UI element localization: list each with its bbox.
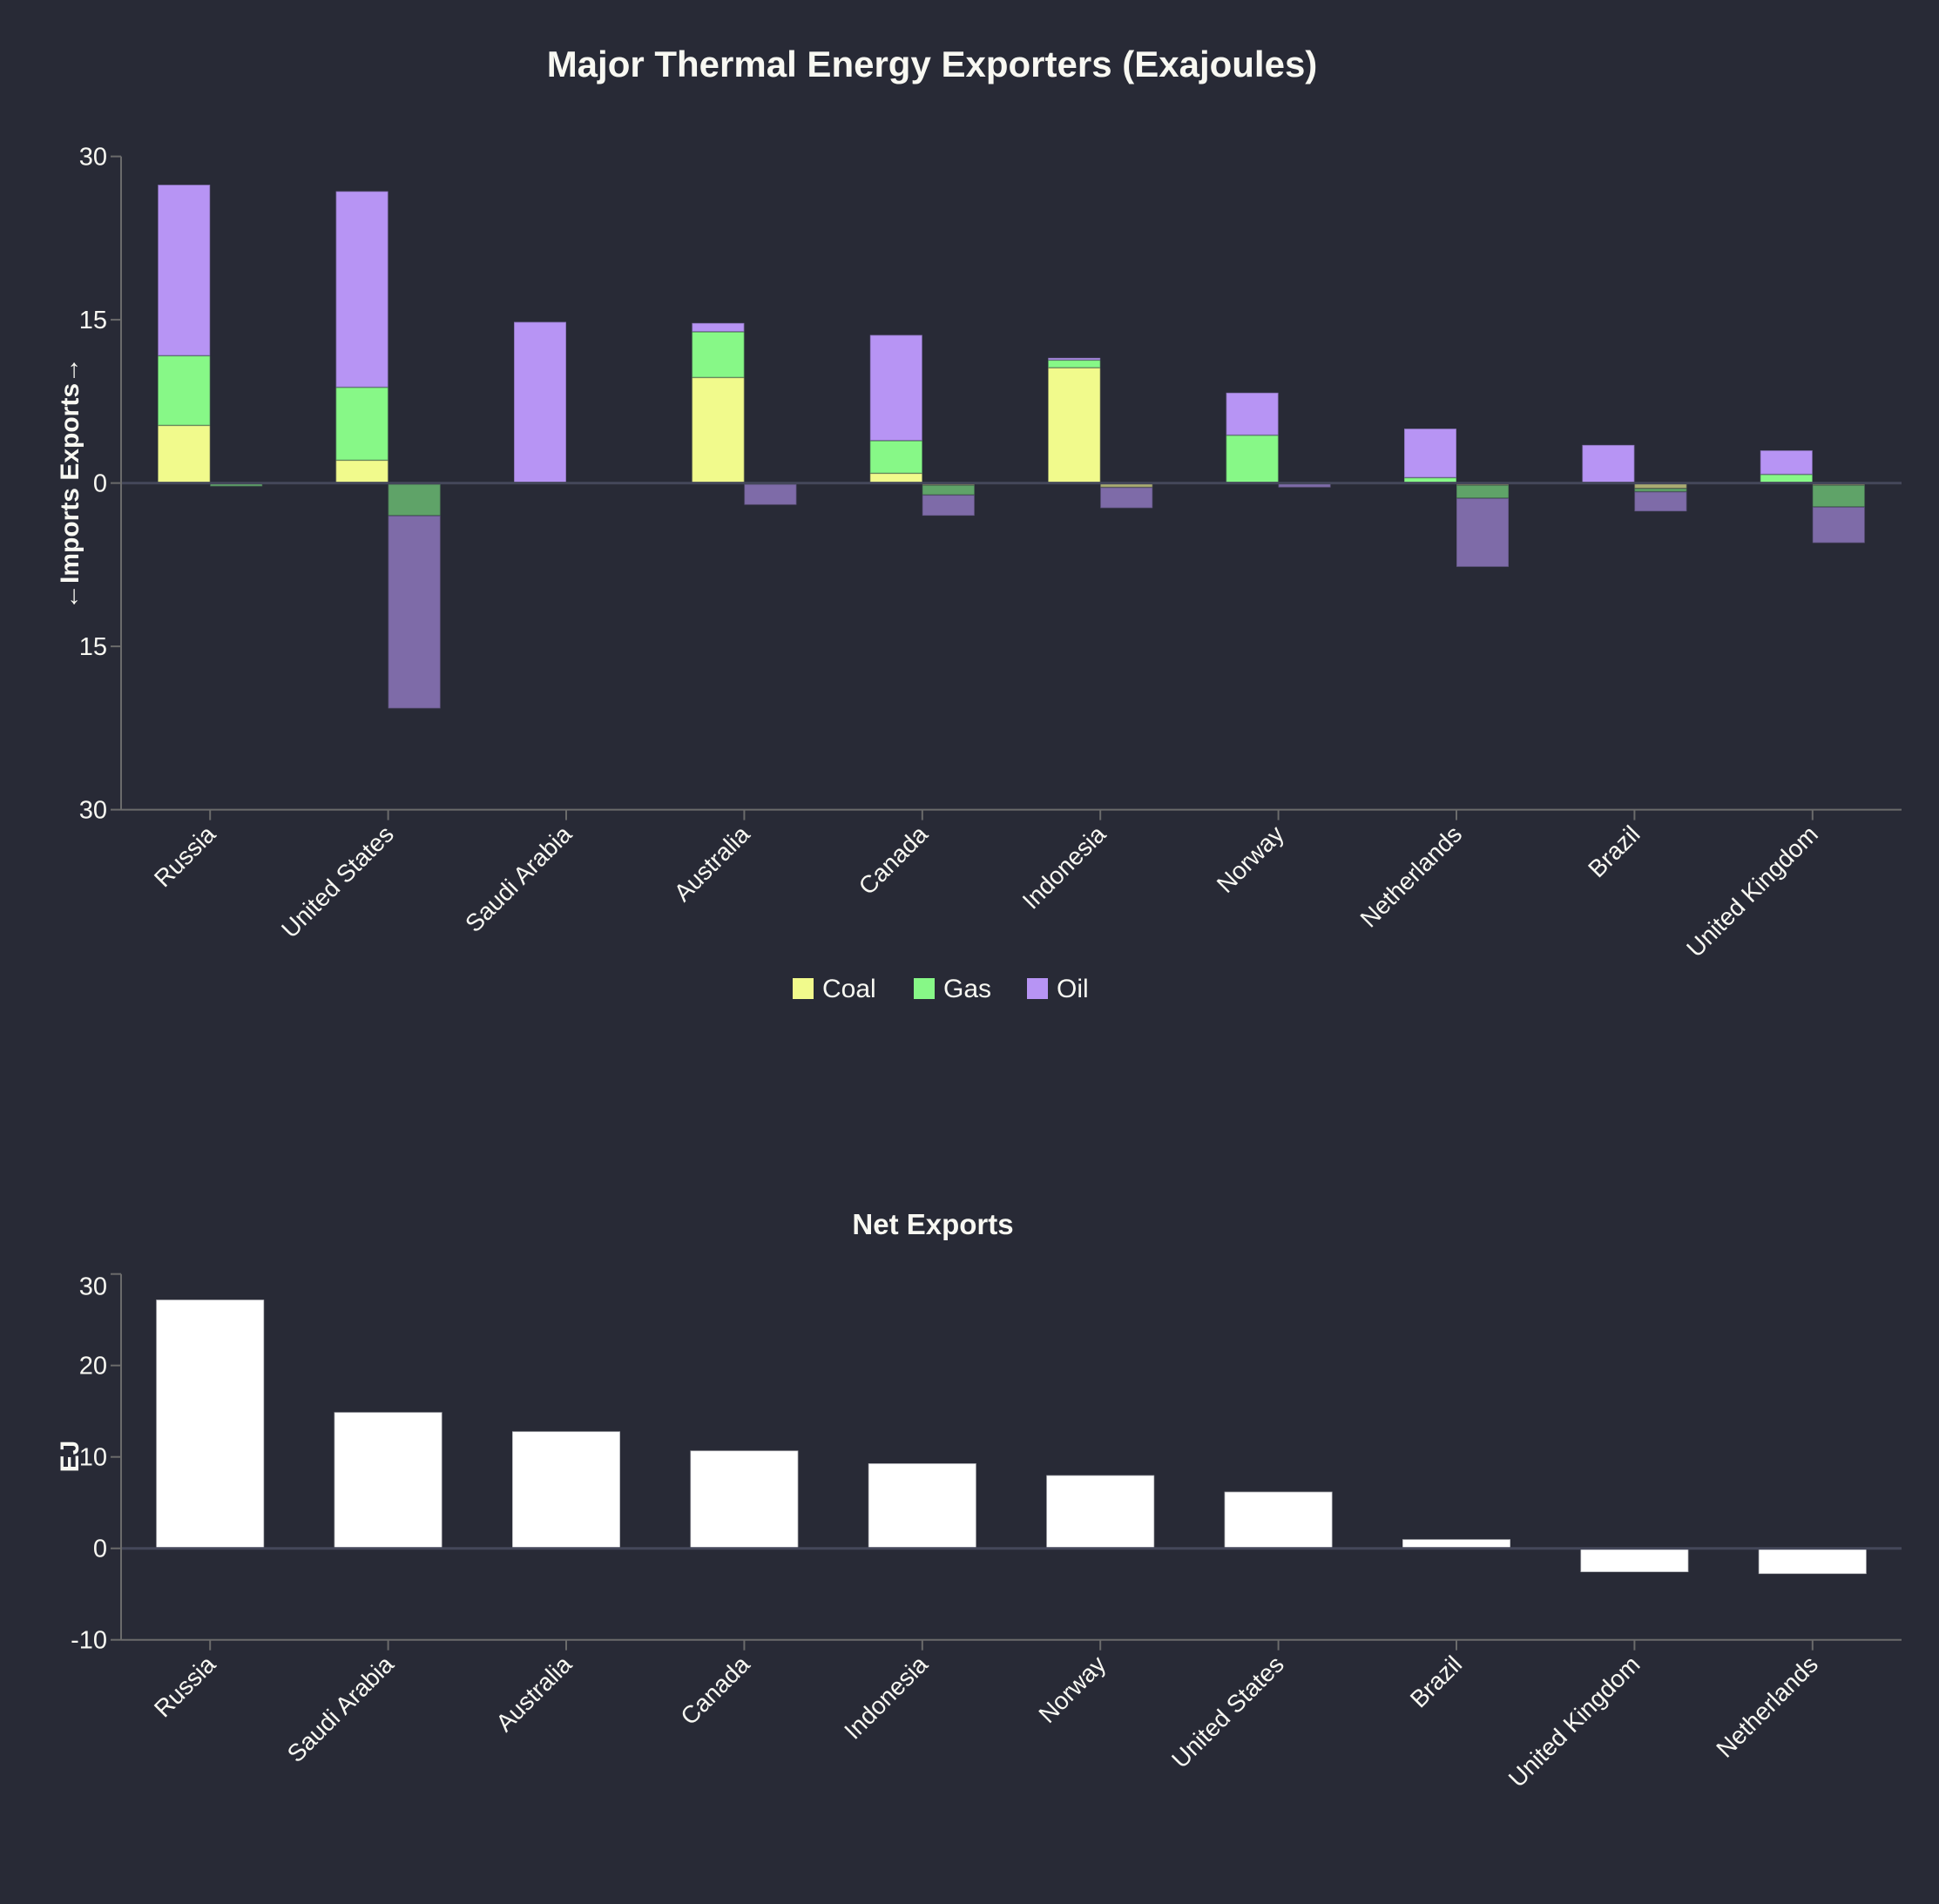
export-bar-oil-united-states: [334, 190, 389, 388]
top-y-tick-label: 0: [93, 470, 107, 498]
bottom-y-axis-label: EJ: [56, 1441, 84, 1473]
bottom-x-tick-label: Canada: [675, 1651, 755, 1731]
import-bar-gas-united-states: [387, 483, 442, 517]
bottom-x-tick-label: Brazil: [1405, 1651, 1467, 1712]
top-y-tick-label: 15: [79, 633, 107, 661]
legend-swatch-oil: [1027, 978, 1048, 999]
export-bar-coal-united-states: [334, 459, 389, 484]
export-bar-gas-australia: [691, 331, 746, 379]
bottom-x-tick-label: Norway: [1033, 1651, 1111, 1728]
bottom-y-tick-label: 20: [79, 1353, 107, 1381]
net-bar-saudi-arabia: [333, 1411, 443, 1550]
bottom-chart-title: Net Exports: [852, 1208, 1013, 1240]
top-x-tick-label: Saudi Arabia: [460, 820, 578, 938]
bottom-chart: Net Exports 30 20 10 0 -10 Russia Saudi Arabi…: [56, 1208, 1902, 1793]
top-x-tick-label: United States: [276, 820, 399, 943]
top-y-tick-label: 30: [79, 797, 107, 825]
export-bar-coal-canada: [869, 472, 923, 484]
export-bar-coal-indonesia: [1047, 367, 1101, 484]
export-bar-oil-brazil: [1581, 444, 1636, 484]
legend-label-gas: Gas: [943, 975, 991, 1003]
top-x-axis: Russia United States Saudi Arabia Australia…: [121, 808, 1902, 962]
import-bar-oil-australia: [743, 483, 798, 506]
import-bar-gas-united-kingdom: [1812, 484, 1866, 508]
bottom-x-tick-label: Russia: [149, 1651, 221, 1723]
bottom-x-tick-label: United Kingdom: [1503, 1651, 1645, 1793]
net-bar-russia: [155, 1299, 265, 1550]
bottom-y-tick-label: 0: [93, 1536, 107, 1563]
export-bar-oil-indonesia: [1047, 357, 1101, 361]
legend-swatch-gas: [914, 978, 935, 999]
top-chart: Major Thermal Energy Exporters (Exajoule…: [56, 44, 1902, 1003]
top-y-tick-label: 15: [79, 307, 107, 334]
top-x-tick-label: Netherlands: [1355, 820, 1468, 933]
legend-swatch-coal: [793, 978, 814, 999]
import-bar-oil-indonesia: [1099, 486, 1153, 510]
top-y-axis: 30 15 0 15 30: [79, 144, 122, 825]
import-bar-oil-united-states: [387, 515, 442, 710]
export-bar-coal-australia: [691, 376, 746, 484]
import-bar-gas-netherlands: [1456, 484, 1510, 499]
top-x-tick-label: Norway: [1212, 820, 1289, 898]
top-x-tick-label: Brazil: [1583, 820, 1645, 882]
export-bar-oil-canada: [869, 334, 923, 442]
top-x-tick-label: Indonesia: [1017, 820, 1111, 915]
import-bar-gas-canada: [922, 484, 976, 496]
net-bar-indonesia: [868, 1462, 977, 1550]
top-x-tick-label: Australia: [669, 820, 755, 907]
legend-label-coal: Coal: [822, 975, 876, 1003]
top-x-tick-label: Russia: [149, 820, 221, 893]
export-bar-gas-norway: [1225, 434, 1280, 484]
bottom-y-tick-label: -10: [71, 1627, 107, 1655]
bottom-x-axis: Russia Saudi Arabia Australia Canada Indones…: [121, 1638, 1902, 1793]
export-bar-gas-united-states: [334, 386, 389, 462]
top-y-tick-label: 30: [79, 144, 107, 172]
export-bar-oil-norway: [1225, 392, 1280, 436]
net-bar-brazil: [1402, 1538, 1511, 1550]
export-bar-oil-russia: [157, 184, 211, 357]
top-y-axis-label: ←Imports Exports→: [56, 357, 84, 610]
top-x-tick-label: Canada: [854, 820, 934, 901]
bottom-x-tick-label: United States: [1166, 1651, 1289, 1773]
export-bar-gas-indonesia: [1047, 359, 1101, 368]
top-chart-title: Major Thermal Energy Exporters (Exajoule…: [547, 44, 1318, 84]
import-bar-oil-canada: [922, 494, 976, 517]
export-bar-gas-russia: [157, 354, 211, 427]
bottom-y-axis: 30 20 10 0 -10: [71, 1273, 122, 1655]
bottom-x-tick-label: Netherlands: [1711, 1651, 1823, 1763]
net-bar-canada: [689, 1449, 800, 1550]
bottom-x-tick-label: Saudi Arabia: [282, 1651, 400, 1768]
legend: Coal Gas Oil: [793, 975, 1089, 1003]
net-bar-united-states: [1223, 1490, 1334, 1550]
export-bar-oil-saudi-arabia: [513, 321, 567, 484]
export-bar-oil-australia: [691, 322, 746, 333]
bottom-x-tick-label: Australia: [490, 1651, 577, 1737]
import-bar-oil-united-kingdom: [1812, 506, 1866, 544]
net-bar-united-kingdom: [1579, 1547, 1690, 1573]
export-bar-oil-netherlands: [1403, 428, 1457, 479]
net-bar-norway: [1045, 1474, 1155, 1550]
legend-label-oil: Oil: [1057, 975, 1089, 1003]
top-x-tick-label: United Kingdom: [1681, 820, 1823, 962]
export-bar-gas-canada: [869, 440, 923, 475]
bottom-x-tick-label: Indonesia: [839, 1651, 933, 1745]
import-bar-oil-netherlands: [1456, 497, 1510, 568]
top-chart-bars: [157, 184, 1866, 710]
bottom-chart-bars: [155, 1299, 1868, 1575]
export-bar-coal-russia: [157, 424, 211, 484]
net-bar-netherlands: [1758, 1547, 1868, 1575]
import-bar-oil-brazil: [1633, 490, 1688, 512]
bottom-y-tick-label: 10: [79, 1444, 107, 1472]
net-bar-australia: [511, 1430, 621, 1550]
bottom-y-tick-label: 30: [79, 1273, 107, 1301]
export-bar-oil-united-kingdom: [1760, 449, 1814, 476]
